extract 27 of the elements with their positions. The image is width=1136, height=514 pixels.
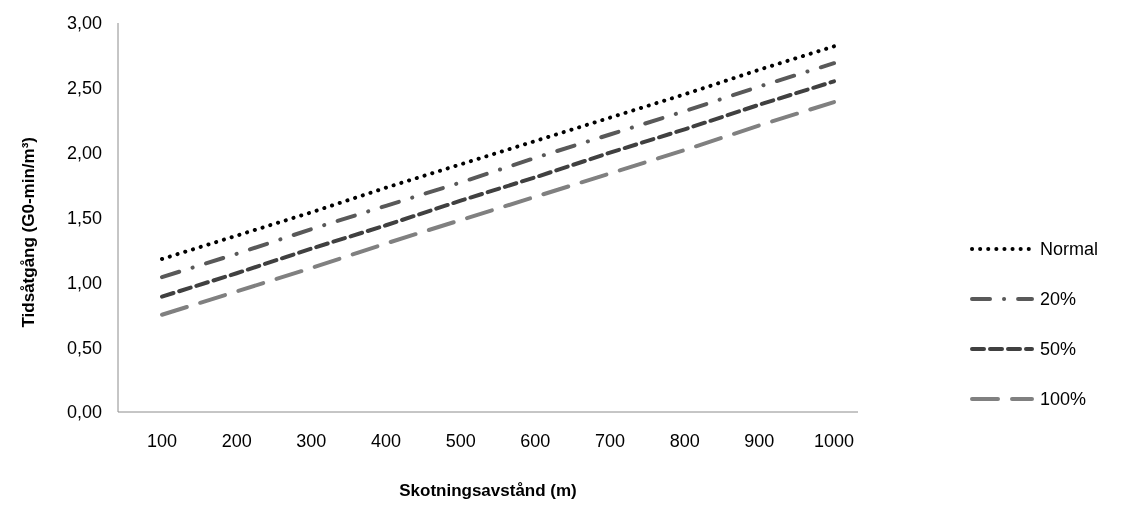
y-axis-title: Tidsåtgång (G0-min/m³) <box>19 137 39 328</box>
x-tick-label: 700 <box>594 430 626 451</box>
x-axis-title: Skotningsavstånd (m) <box>399 481 577 500</box>
x-tick-label: 200 <box>221 430 252 451</box>
legend-label: 20% <box>1040 288 1077 310</box>
line-series <box>160 44 836 261</box>
legend-label: Normal <box>1040 238 1099 260</box>
y-tick-label: 0,50 <box>66 337 102 358</box>
y-tick-label: 2,00 <box>66 143 102 164</box>
legend-label: 50% <box>1040 338 1077 360</box>
line-series <box>160 79 836 299</box>
x-tick-label: 900 <box>744 430 775 451</box>
y-tick-label: 1,50 <box>66 207 102 228</box>
x-tick-label: 500 <box>445 430 476 451</box>
y-tick-label: 1,00 <box>66 272 102 293</box>
x-tick-label: 300 <box>296 430 327 451</box>
line-series <box>160 61 836 280</box>
y-tick-label: 3,00 <box>66 13 102 34</box>
legend-label: 100% <box>1040 388 1087 410</box>
y-tick-label: 0,00 <box>66 402 102 423</box>
x-tick-label: 600 <box>520 430 551 451</box>
x-tick-label: 1000 <box>813 430 855 451</box>
x-tick-label: 400 <box>370 430 402 451</box>
x-tick-label: 100 <box>146 430 178 451</box>
x-tick-label: 800 <box>669 430 700 451</box>
line-series <box>160 100 836 317</box>
y-tick-label: 2,50 <box>66 78 102 99</box>
